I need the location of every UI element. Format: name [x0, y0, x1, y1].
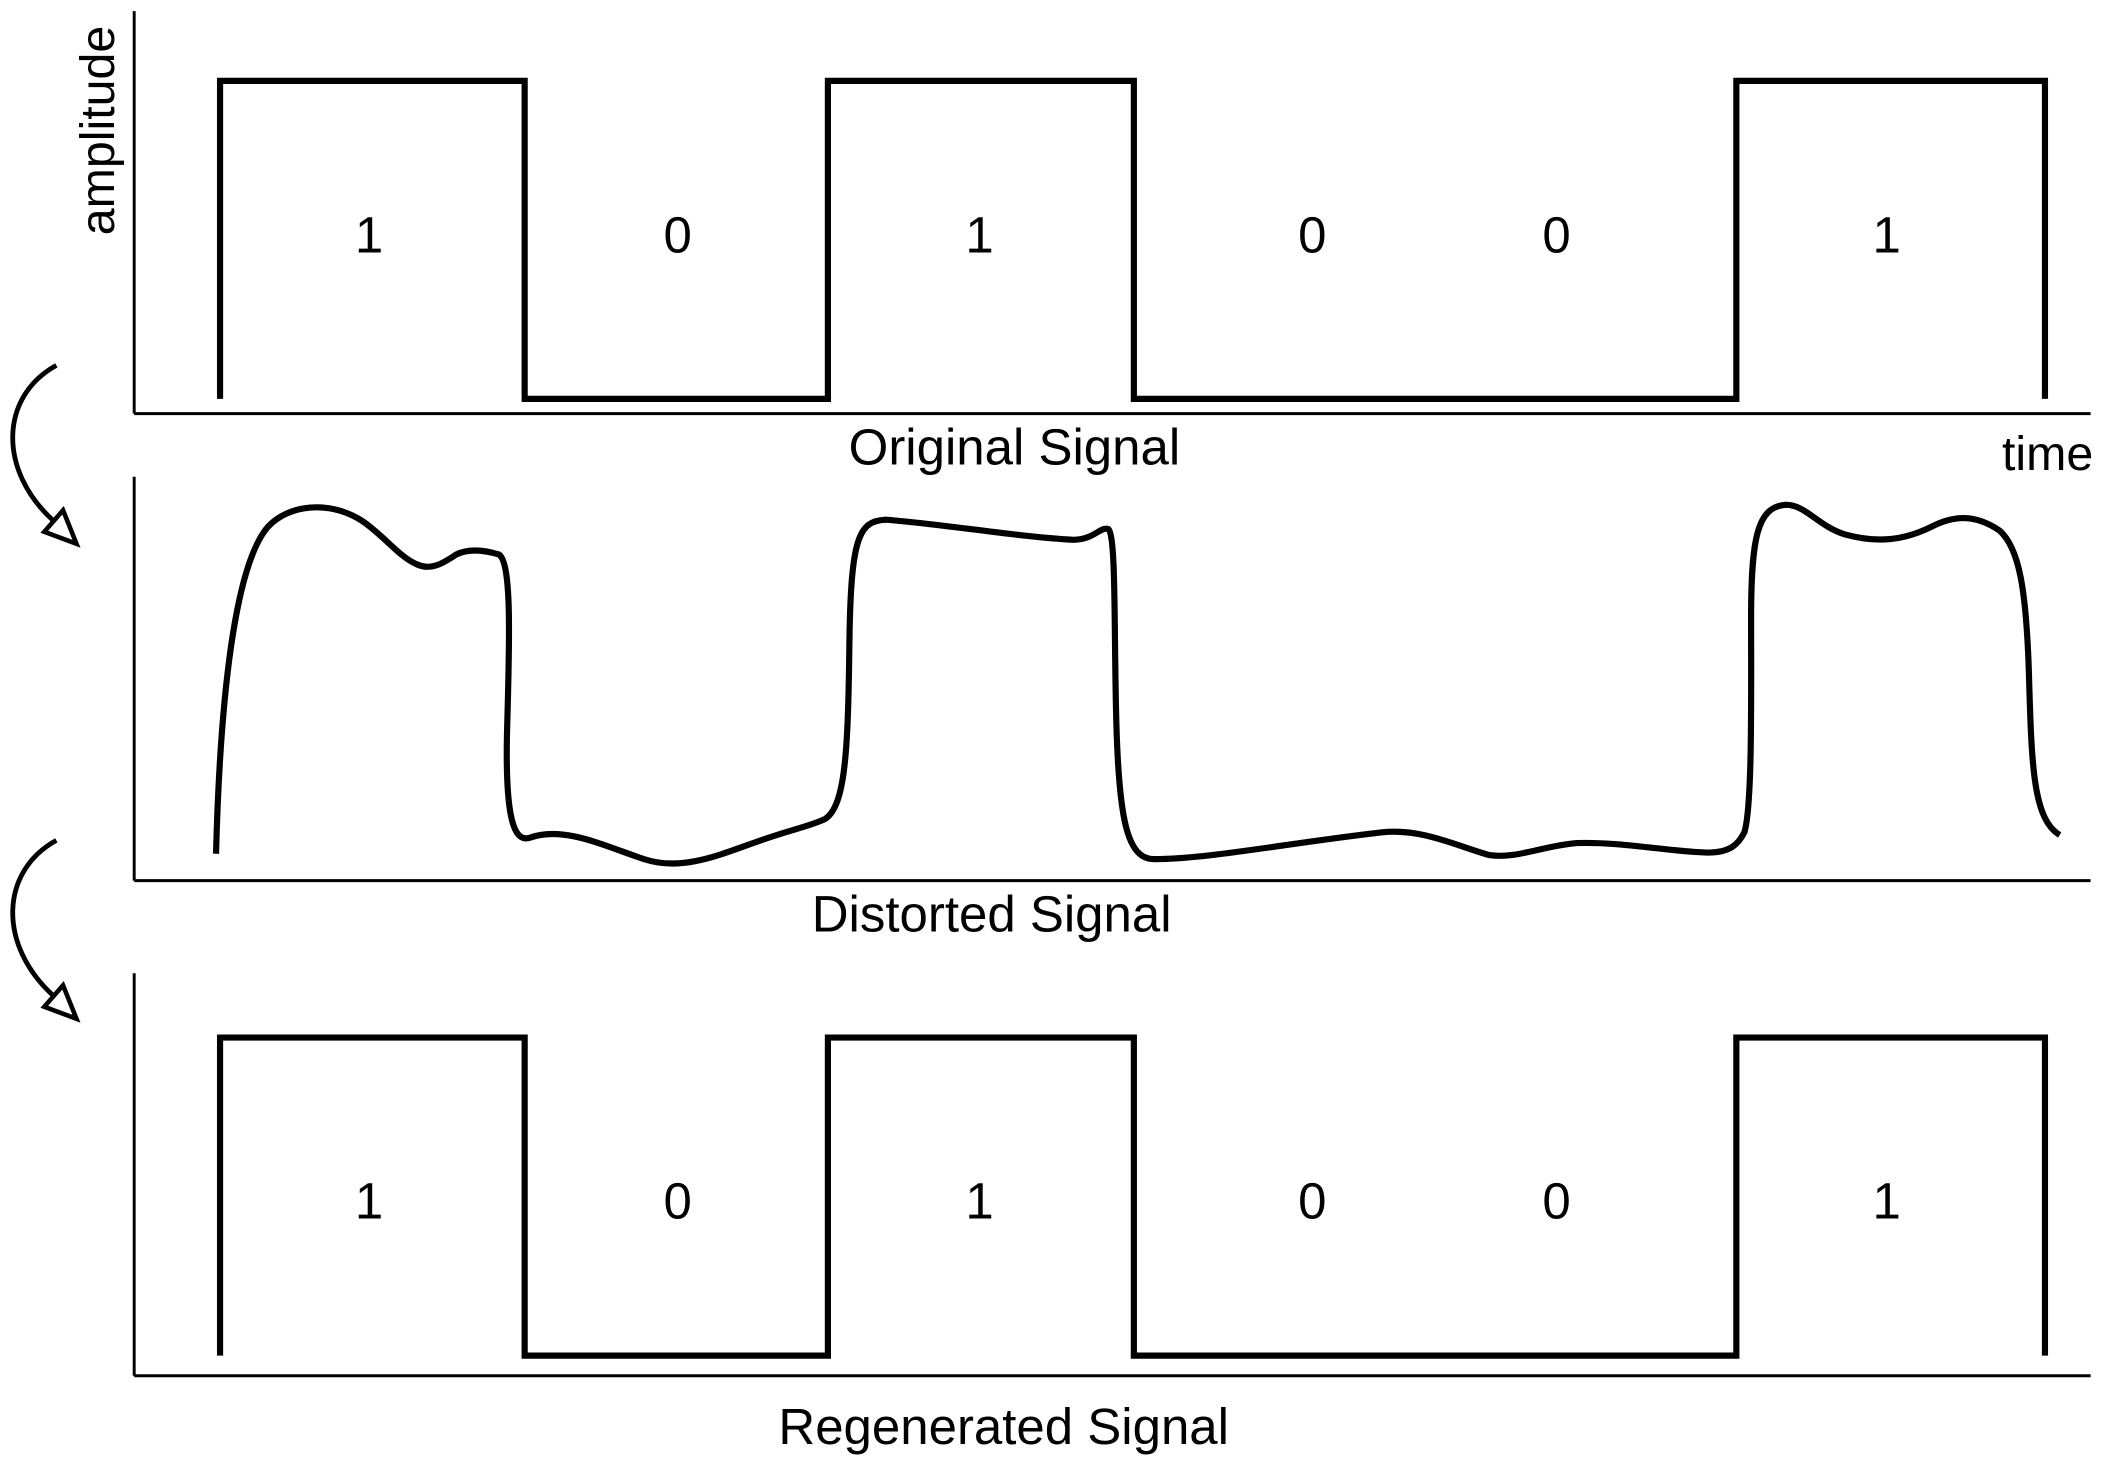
original-signal-caption: Original Signal [849, 419, 1180, 476]
regenerated-square-wave [216, 1034, 2049, 1359]
original-signal-panel: amplitude time 1 0 1 0 0 1 Original Sign… [71, 11, 2093, 481]
arrow-shaft [10, 838, 58, 998]
curved-arrow-icon [10, 838, 81, 1023]
y-axis-label: amplitude [71, 26, 125, 235]
original-bit-label: 1 [355, 207, 383, 264]
original-bit-label: 1 [1872, 207, 1900, 264]
regenerated-bit-label: 0 [1298, 1173, 1326, 1230]
regenerated-bit-label: 0 [663, 1173, 691, 1230]
x-axis-label: time [2002, 427, 2093, 481]
arrow-shaft [10, 363, 58, 523]
arrowhead [40, 505, 81, 548]
original-bit-label: 0 [1298, 207, 1326, 264]
regenerated-bit-label: 1 [355, 1173, 383, 1230]
original-bit-label: 0 [663, 207, 691, 264]
regenerated-bit-label: 1 [1872, 1173, 1900, 1230]
regenerated-bit-label: 1 [965, 1173, 993, 1230]
regenerated-bit-label: 0 [1542, 1173, 1570, 1230]
distorted-signal-panel: Distorted Signal [132, 476, 2091, 943]
original-bit-label: 1 [965, 207, 993, 264]
arrowhead [40, 980, 81, 1023]
regenerated-signal-caption: Regenerated Signal [778, 1398, 1229, 1455]
original-square-wave [216, 77, 2049, 402]
distorted-waveform [212, 501, 2062, 867]
regenerated-signal-panel: 1 0 1 0 0 1 Regenerated Signal [132, 973, 2091, 1455]
original-bit-label: 0 [1542, 207, 1570, 264]
distorted-signal-caption: Distorted Signal [812, 886, 1172, 943]
curved-arrow-icon [10, 363, 81, 548]
